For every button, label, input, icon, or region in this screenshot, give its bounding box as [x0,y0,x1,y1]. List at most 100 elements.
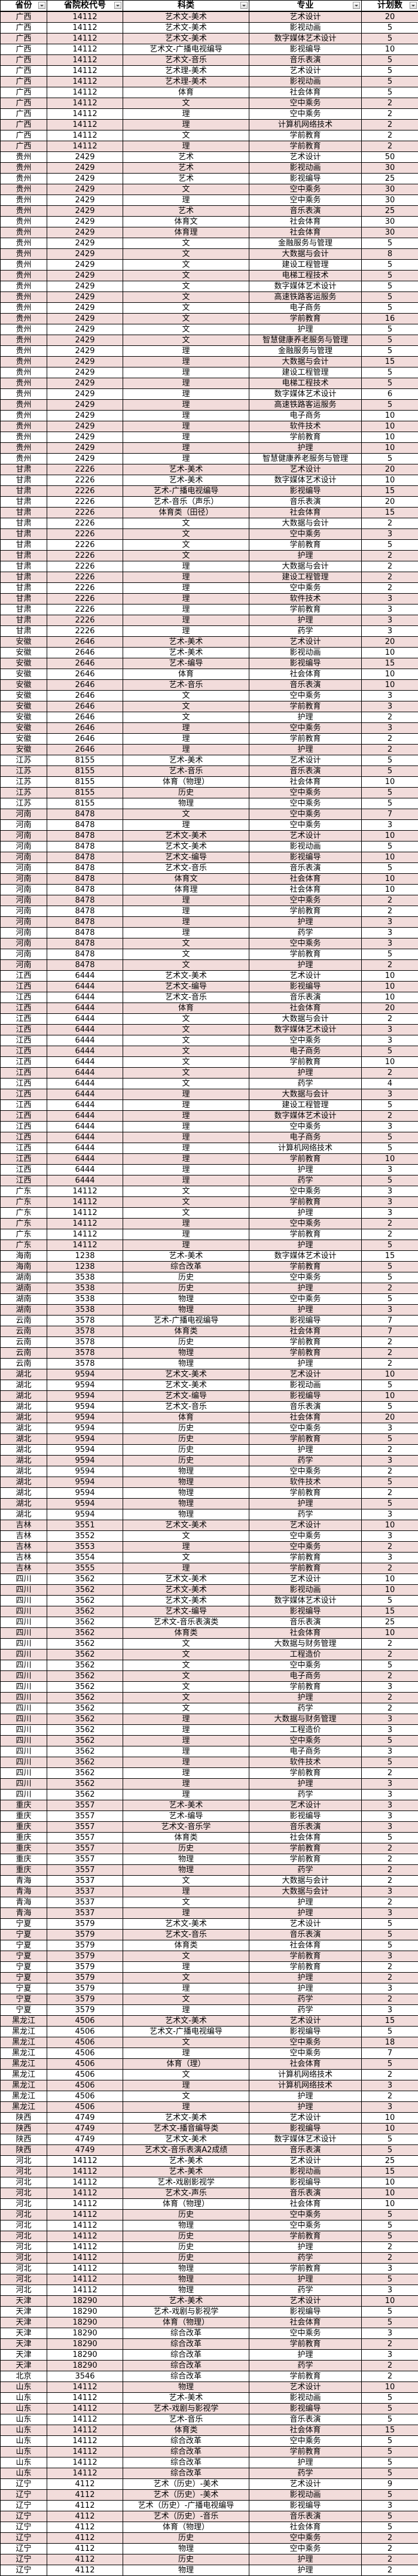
cell-category[interactable]: 理 [123,625,249,637]
cell-plan-count[interactable]: 2 [361,1692,418,1703]
cell-major[interactable]: 音乐表演 [249,992,362,1003]
cell-major[interactable]: 艺术设计 [249,2112,362,2124]
cell-plan-count[interactable]: 30 [361,216,418,227]
cell-province[interactable]: 贵州 [0,216,47,227]
cell-major[interactable]: 学前教育 [249,2338,362,2350]
cell-plan-count[interactable]: 2 [361,1110,418,1122]
cell-plan-count[interactable]: 5 [361,2414,418,2425]
cell-province[interactable]: 四川 [0,1584,47,1596]
cell-province[interactable]: 四川 [0,1627,47,1639]
cell-school-code[interactable]: 3578 [47,1326,123,1337]
cell-major[interactable]: 学前教育 [249,604,362,615]
cell-major[interactable]: 学前教育 [249,1487,362,1499]
cell-category[interactable]: 文 [123,959,249,971]
cell-school-code[interactable]: 3579 [47,1994,123,2005]
cell-school-code[interactable]: 14112 [47,2177,123,2188]
cell-plan-count[interactable]: 20 [361,464,418,475]
cell-province[interactable]: 陕西 [0,2144,47,2156]
cell-plan-count[interactable]: 5 [361,22,418,34]
cell-major[interactable]: 学前教育 [249,1336,362,1348]
cell-plan-count[interactable]: 3 [361,1552,418,1563]
cell-plan-count[interactable]: 2 [361,1444,418,1456]
cell-province[interactable]: 江西 [0,1175,47,1186]
cell-province[interactable]: 贵州 [0,281,47,292]
cell-category[interactable]: 艺术文-音乐 [123,992,249,1003]
cell-province[interactable]: 甘肃 [0,464,47,475]
cell-plan-count[interactable]: 5 [361,1477,418,1488]
cell-school-code[interactable]: 4506 [47,2058,123,2070]
cell-major[interactable]: 影视动画 [249,2392,362,2404]
cell-category[interactable]: 艺术-戏剧与影视学 [123,2306,249,2317]
cell-plan-count[interactable]: 2 [361,1013,418,1025]
cell-category[interactable]: 理 [123,1735,249,1746]
cell-category[interactable]: 理 [123,1961,249,1973]
cell-plan-count[interactable]: 5 [361,2144,418,2156]
cell-province[interactable]: 甘肃 [0,496,47,508]
cell-plan-count[interactable]: 2 [361,2091,418,2102]
cell-province[interactable]: 辽宁 [0,2511,47,2522]
cell-category[interactable]: 理 [123,1143,249,1154]
cell-province[interactable]: 四川 [0,1638,47,1650]
cell-province[interactable]: 广东 [0,1229,47,1240]
cell-category[interactable]: 文 [123,1875,249,1887]
cell-school-code[interactable]: 2429 [47,367,123,378]
cell-category[interactable]: 理 [123,916,249,928]
cell-school-code[interactable]: 3538 [47,1293,123,1305]
cell-plan-count[interactable]: 5 [361,1380,418,1391]
cell-major[interactable]: 学前教育 [249,1261,362,1272]
cell-category[interactable]: 理 [123,1175,249,1186]
cell-category[interactable]: 体育（物理） [123,2317,249,2328]
cell-plan-count[interactable]: 2 [361,2069,418,2080]
cell-province[interactable]: 山东 [0,2425,47,2436]
cell-province[interactable]: 重庆 [0,1811,47,1822]
cell-school-code[interactable]: 2646 [47,733,123,745]
cell-category[interactable]: 艺术-美术 [123,1250,249,1262]
cell-plan-count[interactable]: 5 [361,2220,418,2231]
cell-category[interactable]: 文 [123,528,249,540]
cell-plan-count[interactable]: 3 [361,938,418,949]
cell-major[interactable]: 空中乘务 [249,1121,362,1132]
cell-category[interactable]: 理 [123,345,249,357]
cell-plan-count[interactable]: 10 [361,410,418,421]
cell-category[interactable]: 艺术 [123,162,249,174]
cell-category[interactable]: 物理 [123,2543,249,2554]
cell-school-code[interactable]: 18290 [47,2328,123,2339]
cell-category[interactable]: 理 [123,453,249,464]
cell-major[interactable]: 护理 [249,550,362,561]
cell-category[interactable]: 体育（物理） [123,2198,249,2210]
cell-plan-count[interactable]: 25 [361,2155,418,2167]
cell-major[interactable]: 数字媒体艺术设计 [249,2134,362,2145]
cell-category[interactable]: 理 [123,1121,249,1132]
cell-major[interactable]: 护理 [249,1907,362,1919]
cell-plan-count[interactable]: 2 [361,1466,418,1477]
cell-plan-count[interactable]: 5 [361,1272,418,1283]
cell-plan-count[interactable]: 10 [361,970,418,982]
cell-school-code[interactable]: 6444 [47,970,123,982]
cell-province[interactable]: 贵州 [0,259,47,271]
cell-school-code[interactable]: 2226 [47,528,123,540]
cell-plan-count[interactable]: 3 [361,1089,418,1100]
cell-category[interactable]: 艺术理-美术 [123,76,249,87]
cell-category[interactable]: 文 [123,1013,249,1025]
cell-plan-count[interactable]: 2 [361,550,418,561]
cell-province[interactable]: 广西 [0,11,47,23]
cell-plan-count[interactable]: 3 [361,1024,418,1035]
cell-plan-count[interactable]: 2 [361,1875,418,1887]
cell-category[interactable]: 艺术文-美术 [123,1584,249,1596]
cell-category[interactable]: 艺术文-美术 [123,830,249,842]
cell-school-code[interactable]: 3557 [47,1811,123,1822]
cell-major[interactable]: 学前教育 [249,906,362,917]
cell-major[interactable]: 数字媒体艺术设计 [249,388,362,400]
cell-school-code[interactable]: 4506 [47,2037,123,2048]
cell-plan-count[interactable]: 2 [361,518,418,529]
cell-major[interactable]: 护理 [249,2457,362,2468]
cell-plan-count[interactable]: 2 [361,130,418,141]
cell-province[interactable]: 山东 [0,2381,47,2393]
cell-school-code[interactable]: 2646 [47,744,123,755]
cell-province[interactable]: 安徽 [0,744,47,755]
cell-major[interactable]: 护理 [249,744,362,755]
cell-province[interactable]: 四川 [0,1649,47,1660]
cell-province[interactable]: 贵州 [0,205,47,217]
cell-plan-count[interactable]: 2 [361,1897,418,1908]
cell-category[interactable]: 理 [123,378,249,389]
